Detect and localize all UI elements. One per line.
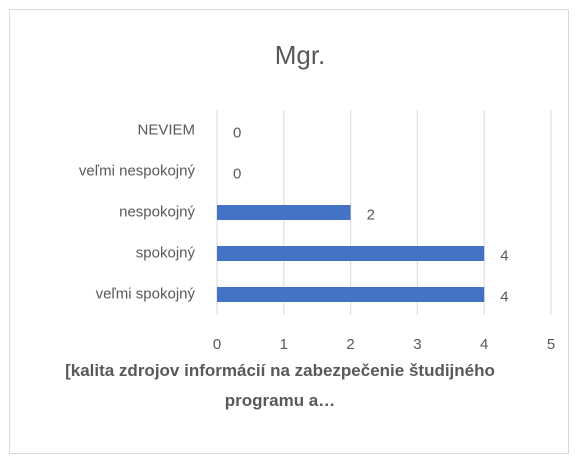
data-label: 2 <box>367 206 375 223</box>
bar <box>217 246 485 261</box>
x-tick-label: 0 <box>213 336 221 353</box>
data-label: 0 <box>233 124 241 141</box>
y-tick-label: spokojný <box>136 244 196 261</box>
data-label: 0 <box>233 165 241 182</box>
y-tick-label: NEVIEM <box>137 121 195 138</box>
x-tick-label: 4 <box>480 336 488 353</box>
x-axis-label: [kalita zdrojov informácií na zabezpečen… <box>65 361 495 410</box>
y-tick-label: veľmi spokojný <box>96 285 196 302</box>
bar <box>217 287 485 302</box>
chart-title: Mgr. <box>275 40 326 70</box>
x-tick-label: 5 <box>547 336 555 353</box>
x-tick-label: 3 <box>413 336 421 353</box>
x-tick-label: 2 <box>346 336 354 353</box>
x-tick-label: 1 <box>280 336 288 353</box>
y-tick-label: veľmi nespokojný <box>79 162 196 179</box>
y-tick-label: nespokojný <box>119 203 195 220</box>
data-label: 4 <box>500 247 508 264</box>
data-label: 4 <box>500 288 508 305</box>
chart-border <box>9 9 569 454</box>
bar <box>217 205 351 220</box>
